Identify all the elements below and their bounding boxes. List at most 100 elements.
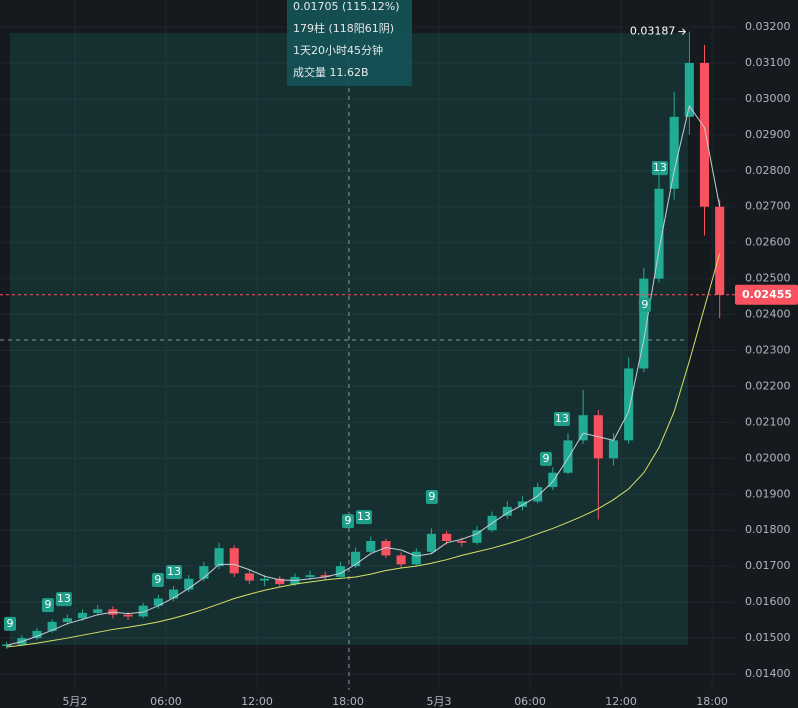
y-tick-label: 0.01900 bbox=[745, 487, 791, 500]
td-marker-label: 13 bbox=[653, 161, 667, 174]
y-tick-label: 0.03100 bbox=[745, 56, 791, 69]
candle-body bbox=[715, 206, 725, 295]
td-marker bbox=[539, 451, 552, 466]
td-marker bbox=[342, 514, 355, 529]
y-tick-label: 0.02200 bbox=[745, 379, 791, 392]
moving-average bbox=[6, 253, 721, 648]
x-tick-label: 5月3 bbox=[427, 695, 452, 708]
candle-body bbox=[260, 578, 270, 581]
y-tick-label: 0.02000 bbox=[745, 451, 791, 464]
td-marker bbox=[4, 616, 17, 631]
candle-body bbox=[654, 188, 664, 279]
candle-body bbox=[608, 440, 619, 459]
candle-body bbox=[62, 618, 72, 622]
tooltip-line: 0.01705 (115.12%) bbox=[293, 0, 400, 13]
tooltip-line: 179柱 (118阳61阴) bbox=[293, 21, 394, 35]
high-arrow bbox=[678, 28, 687, 36]
tooltip-line: 1天20小时45分钟 bbox=[293, 43, 383, 57]
candle-body bbox=[199, 566, 209, 579]
candle-body bbox=[32, 630, 42, 639]
td-marker bbox=[651, 161, 668, 176]
candle-body bbox=[335, 566, 345, 577]
td-marker-label: 9 bbox=[7, 617, 14, 630]
candle-body bbox=[214, 548, 224, 567]
td-marker-label: 9 bbox=[44, 598, 51, 611]
tooltip-line: 成交量 11.62B bbox=[293, 65, 369, 79]
td-marker bbox=[41, 598, 54, 613]
grid bbox=[0, 0, 735, 690]
candle-body bbox=[168, 589, 179, 599]
candle-body bbox=[699, 62, 710, 207]
y-tick-label: 0.01500 bbox=[745, 631, 791, 644]
candle-body bbox=[411, 551, 421, 565]
y-tick-label: 0.02800 bbox=[745, 164, 791, 177]
candle-body bbox=[669, 116, 679, 189]
td-marker-label: 9 bbox=[345, 514, 352, 527]
tooltip: 0.01705 (115.12%) 179柱 (118阳61阴) 1天20小时45分… bbox=[293, 0, 400, 79]
td-marker-label: 13 bbox=[555, 412, 569, 425]
candle-body bbox=[426, 533, 436, 552]
x-tick-label: 18:00 bbox=[696, 695, 728, 708]
price-axis: 0.01400 0.01500 0.01600 0.01700 0.01800 0.019… bbox=[62, 20, 798, 708]
td-marker bbox=[355, 510, 372, 525]
candle-body bbox=[639, 278, 649, 369]
candle-body bbox=[229, 548, 239, 574]
candle-body bbox=[563, 440, 573, 473]
y-tick-label: 0.02400 bbox=[745, 308, 791, 321]
candle-body bbox=[502, 506, 512, 516]
last-price-box bbox=[735, 284, 798, 305]
candle-body bbox=[244, 573, 254, 581]
y-tick-label: 0.01400 bbox=[745, 667, 791, 680]
candle-body bbox=[93, 609, 103, 613]
y-tick-label: 0.02100 bbox=[745, 415, 791, 428]
y-tick-label: 0.03000 bbox=[745, 92, 791, 105]
td-marker-label: 9 bbox=[542, 452, 549, 465]
td-marker-label: 9 bbox=[154, 573, 161, 586]
y-tick-label: 0.02500 bbox=[745, 272, 791, 285]
y-tick-label: 0.03200 bbox=[745, 20, 791, 33]
td-marker bbox=[55, 592, 72, 607]
candle-body bbox=[153, 598, 163, 606]
candle-body bbox=[275, 578, 285, 585]
td-marker-label: 9 bbox=[428, 490, 435, 503]
candle-body bbox=[472, 530, 482, 543]
candle-body bbox=[684, 62, 694, 117]
candle-body bbox=[517, 501, 528, 507]
candle-body bbox=[138, 605, 148, 617]
candle-body bbox=[578, 415, 588, 441]
y-tick-label: 0.02900 bbox=[745, 128, 791, 141]
y-tick-label: 0.01800 bbox=[745, 523, 791, 536]
td-marker bbox=[553, 411, 570, 426]
candle-body bbox=[548, 472, 558, 488]
x-tick-label: 5月2 bbox=[62, 695, 87, 708]
moving-average bbox=[6, 104, 721, 646]
x-tick-label: 06:00 bbox=[514, 695, 546, 708]
candle-body bbox=[351, 551, 361, 567]
candle-body bbox=[442, 533, 452, 542]
candle-body bbox=[396, 555, 406, 565]
plot: 9 9 13 9 13 9 13 9 9 13 9 13 0.03187 bbox=[0, 25, 735, 649]
td-marker bbox=[638, 298, 651, 313]
candle-body bbox=[624, 368, 634, 441]
y-tick-label: 0.02300 bbox=[745, 343, 791, 356]
tooltip-box bbox=[287, 0, 412, 86]
candle-body bbox=[533, 487, 543, 502]
td-marker-label: 13 bbox=[357, 510, 371, 523]
candle-body bbox=[366, 541, 376, 552]
x-tick-label: 06:00 bbox=[150, 695, 182, 708]
candle-body bbox=[457, 541, 467, 543]
x-tick-label: 12:00 bbox=[605, 695, 637, 708]
candle-body bbox=[77, 612, 88, 619]
candle-body bbox=[381, 541, 391, 556]
x-tick-label: 18:00 bbox=[332, 695, 364, 708]
candle-body bbox=[2, 644, 12, 646]
candle-body bbox=[47, 621, 57, 631]
td-marker-label: 13 bbox=[57, 592, 71, 605]
td-marker bbox=[166, 565, 183, 580]
candle-body bbox=[305, 575, 315, 577]
high-label: 0.03187 bbox=[630, 25, 676, 38]
candle-body bbox=[320, 575, 330, 577]
td-marker-label: 9 bbox=[641, 298, 648, 311]
